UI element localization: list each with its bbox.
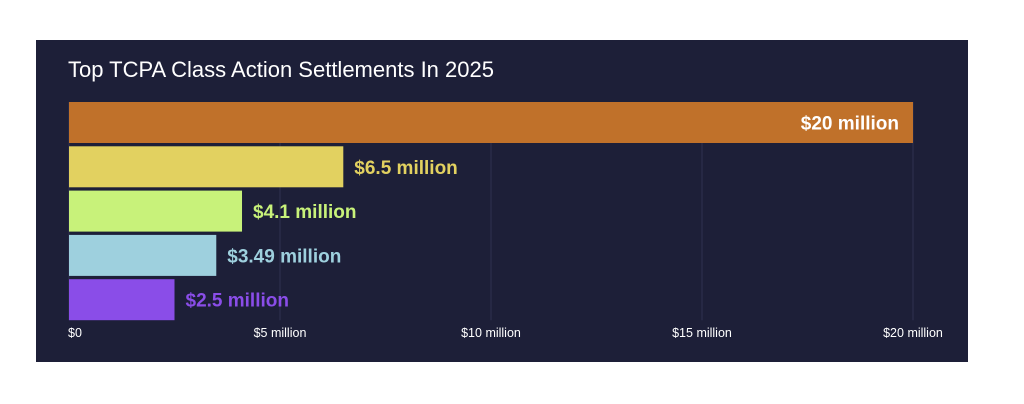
bar <box>69 279 175 321</box>
bar-value-label: $20 million <box>801 114 899 135</box>
x-tick-label: $5 million <box>254 326 307 340</box>
bar-value-label: $2.5 million <box>186 291 289 312</box>
x-axis-ticks: $0 $5 million $10 million $15 million $20 mi… <box>68 326 943 340</box>
x-tick-label: $0 <box>68 326 82 340</box>
chart-title: Top TCPA Class Action Settlements In 202… <box>68 57 494 82</box>
x-tick-label: $15 million <box>672 326 732 340</box>
x-tick-label: $20 million <box>883 326 943 340</box>
chart-card: Top TCPA Class Action Settlements In 202… <box>36 40 968 362</box>
bars <box>69 102 913 321</box>
bar-value-label: $3.49 million <box>227 246 341 267</box>
bar-value-label: $6.5 million <box>354 158 457 179</box>
bar <box>69 234 217 276</box>
data-labels: $20 million $6.5 million $4.1 million $3.49… <box>186 114 900 312</box>
bar <box>69 146 344 188</box>
x-tick-label: $10 million <box>461 326 521 340</box>
bar-value-label: $4.1 million <box>253 202 356 223</box>
bar-chart: $20 million $6.5 million $4.1 million $3.49… <box>68 102 943 340</box>
bar <box>69 190 243 232</box>
bar <box>69 102 913 143</box>
